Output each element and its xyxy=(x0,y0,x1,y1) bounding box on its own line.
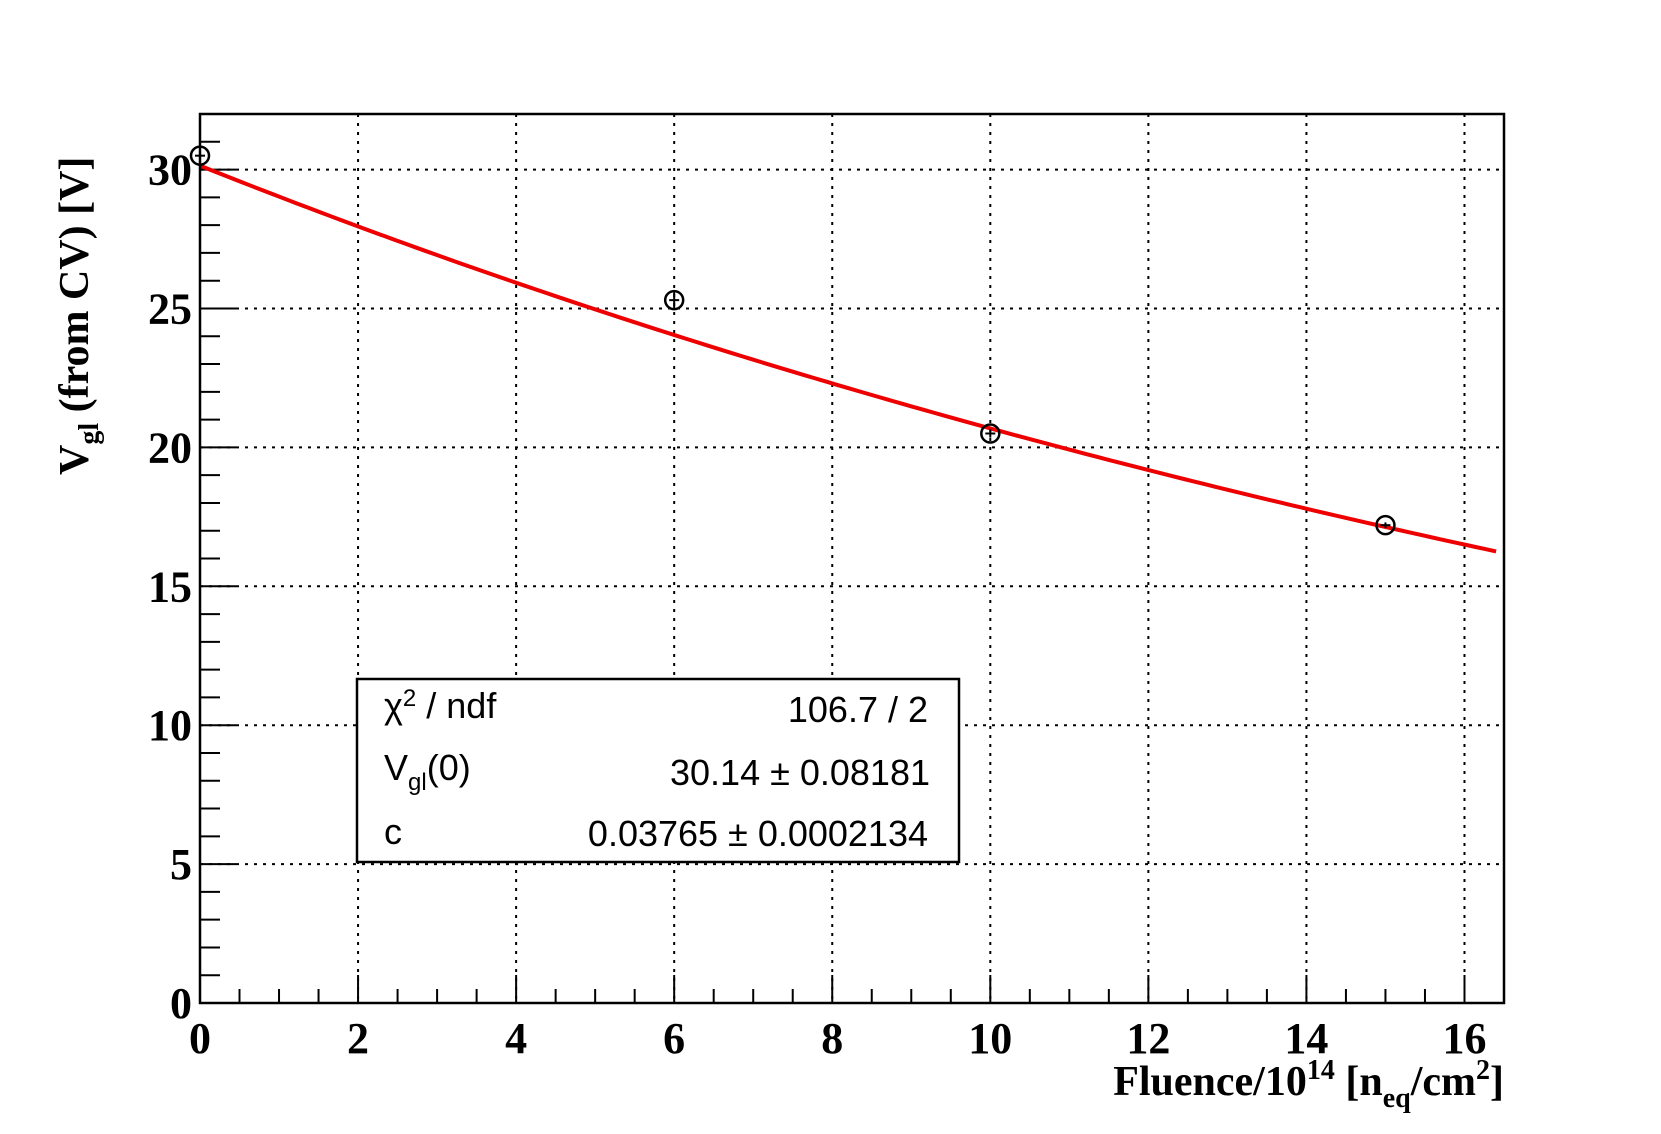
data-points xyxy=(189,145,1396,536)
x-tick-label: 8 xyxy=(821,1014,843,1063)
data-point xyxy=(663,289,685,311)
data-point xyxy=(980,423,1001,444)
y-axis-title-sub: gl xyxy=(74,423,105,445)
stats-c-value: 0.03765 ± 0.0002134 xyxy=(588,813,928,854)
x-axis-title: Fluence/1014 [neq/cm2] xyxy=(1113,1055,1504,1114)
y-tick-label: 20 xyxy=(148,423,192,472)
minor-ticks xyxy=(199,113,1505,1004)
x-tick-label: 4 xyxy=(505,1014,527,1063)
y-tick-label: 0 xyxy=(170,979,192,1028)
stats-chi2-sup: 2 xyxy=(403,685,416,712)
y-axis-title-main: V xyxy=(52,445,98,475)
data-point xyxy=(1375,514,1396,536)
x-tick-label: 10 xyxy=(968,1014,1012,1063)
x-axis-title-close: ] xyxy=(1490,1059,1504,1105)
y-tick-label: 5 xyxy=(170,840,192,889)
grid xyxy=(200,114,1504,1003)
stats-vgl0-main: V xyxy=(384,747,408,788)
fit-curve-group xyxy=(199,163,1497,554)
stats-chi2-value: 106.7 / 2 xyxy=(788,689,928,730)
x-tick-label: 6 xyxy=(663,1014,685,1063)
y-tick-label: 25 xyxy=(148,284,192,333)
y-axis-title-rest: (from CV) [V] xyxy=(52,157,98,423)
y-tick-labels: 0 5 10 15 20 25 30 xyxy=(148,146,192,1028)
plot-frame xyxy=(198,112,1506,1005)
stats-box: χ2 / ndf 106.7 / 2 Vgl(0) 30.14 ± 0.0818… xyxy=(355,677,961,864)
y-tick-label: 15 xyxy=(148,562,192,611)
x-axis-title-unit: /cm xyxy=(1410,1059,1476,1105)
x-tick-label: 2 xyxy=(347,1014,369,1063)
y-tick-label: 10 xyxy=(148,701,192,750)
x-axis-title-open: [n xyxy=(1335,1059,1383,1105)
y-axis-title: Vgl (from CV) [V] xyxy=(52,157,105,475)
stats-chi2-symbol: χ xyxy=(384,685,403,726)
point-marker xyxy=(1375,514,1396,536)
x-tick-label: 16 xyxy=(1442,1014,1486,1063)
stats-box-frame xyxy=(355,677,961,864)
x-axis-title-sub: eq xyxy=(1383,1083,1411,1114)
x-axis-title-unit-exp: 2 xyxy=(1476,1055,1490,1086)
x-tick-label: 14 xyxy=(1284,1014,1328,1063)
stats-vgl0-label: Vgl(0) xyxy=(384,747,471,796)
x-tick-label: 12 xyxy=(1126,1014,1170,1063)
x-axis-title-exp: 14 xyxy=(1307,1055,1335,1086)
stats-vgl0-sub: gl xyxy=(408,769,427,796)
y-tick-label: 30 xyxy=(148,146,192,195)
point-marker xyxy=(980,423,1001,444)
stats-chi2-rest: / ndf xyxy=(416,685,497,726)
point-marker xyxy=(663,289,685,311)
stats-c-label: c xyxy=(384,811,402,852)
x-tick-label: 0 xyxy=(189,1014,211,1063)
stats-chi2-label: χ2 / ndf xyxy=(384,685,497,726)
fit-curve xyxy=(199,163,1497,554)
x-axis-title-main: Fluence/10 xyxy=(1113,1059,1307,1105)
stats-vgl0-value: 30.14 ± 0.08181 xyxy=(670,752,930,793)
stats-vgl0-rest: (0) xyxy=(427,747,471,788)
x-tick-labels: 0 2 4 6 8 10 12 14 16 xyxy=(189,1014,1486,1063)
